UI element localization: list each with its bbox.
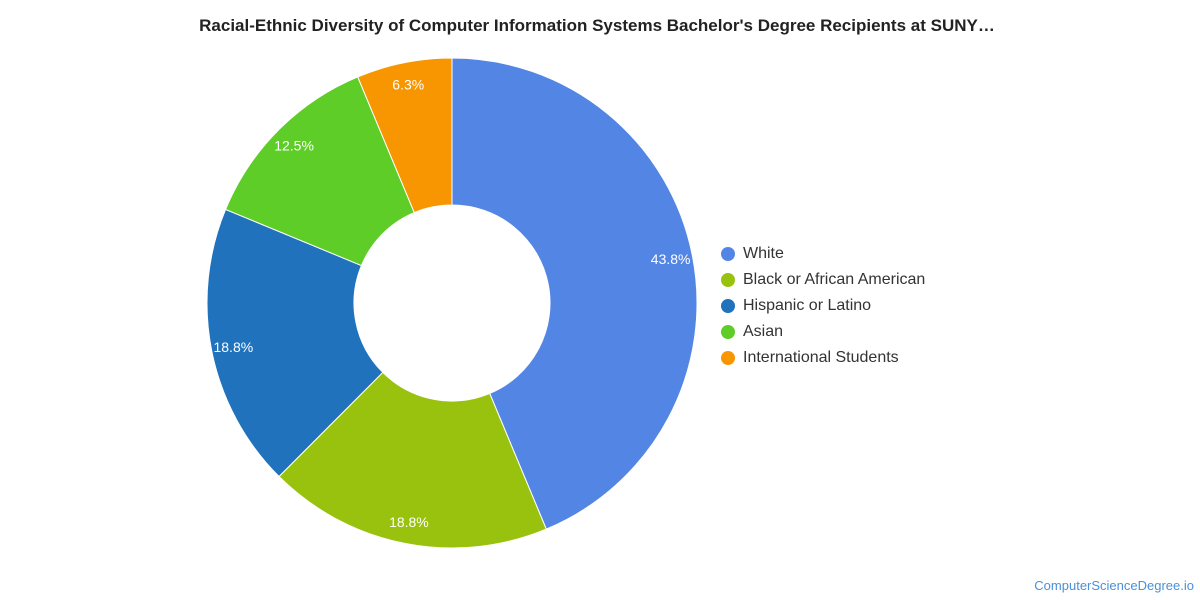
slice-white[interactable] xyxy=(451,57,698,530)
legend-item-asian[interactable]: Asian xyxy=(721,319,925,345)
legend-item-white[interactable]: White xyxy=(721,241,925,267)
legend-item-hispanic-or-latino[interactable]: Hispanic or Latino xyxy=(721,293,925,319)
slice-label-asian: 12.5% xyxy=(274,138,314,154)
legend-label-asian: Asian xyxy=(743,323,784,340)
legend-swatch-hispanic-or-latino xyxy=(721,299,735,313)
legend-item-international-students[interactable]: International Students xyxy=(721,345,925,371)
legend-label-international-students: International Students xyxy=(743,349,899,366)
legend-swatch-black-or-african-american xyxy=(721,273,735,287)
slice-hispanic-or-latino[interactable] xyxy=(206,208,384,478)
legend-item-black-or-african-american[interactable]: Black or African American xyxy=(721,267,925,293)
legend-label-white: White xyxy=(743,245,784,262)
slice-label-hispanic-or-latino: 18.8% xyxy=(213,339,253,355)
legend-swatch-asian xyxy=(721,325,735,339)
slice-label-international-students: 6.3% xyxy=(392,76,424,92)
slice-label-white: 43.8% xyxy=(651,251,691,267)
legend-label-black-or-african-american: Black or African American xyxy=(743,271,926,288)
chart-title: Racial-Ethnic Diversity of Computer Info… xyxy=(199,16,995,35)
slice-asian[interactable] xyxy=(224,76,415,267)
legend-label-hispanic-or-latino: Hispanic or Latino xyxy=(743,297,872,314)
legend-swatch-international-students xyxy=(721,351,735,365)
chart-legend: White Black or African American Hispanic… xyxy=(721,241,925,371)
legend-swatch-white xyxy=(721,247,735,261)
slice-black-or-african-american[interactable] xyxy=(278,371,547,549)
slice-label-black-or-african-american: 18.8% xyxy=(389,514,429,530)
source-link[interactable]: ComputerScienceDegree.io xyxy=(1034,578,1194,593)
slice-international-students[interactable] xyxy=(357,57,453,214)
